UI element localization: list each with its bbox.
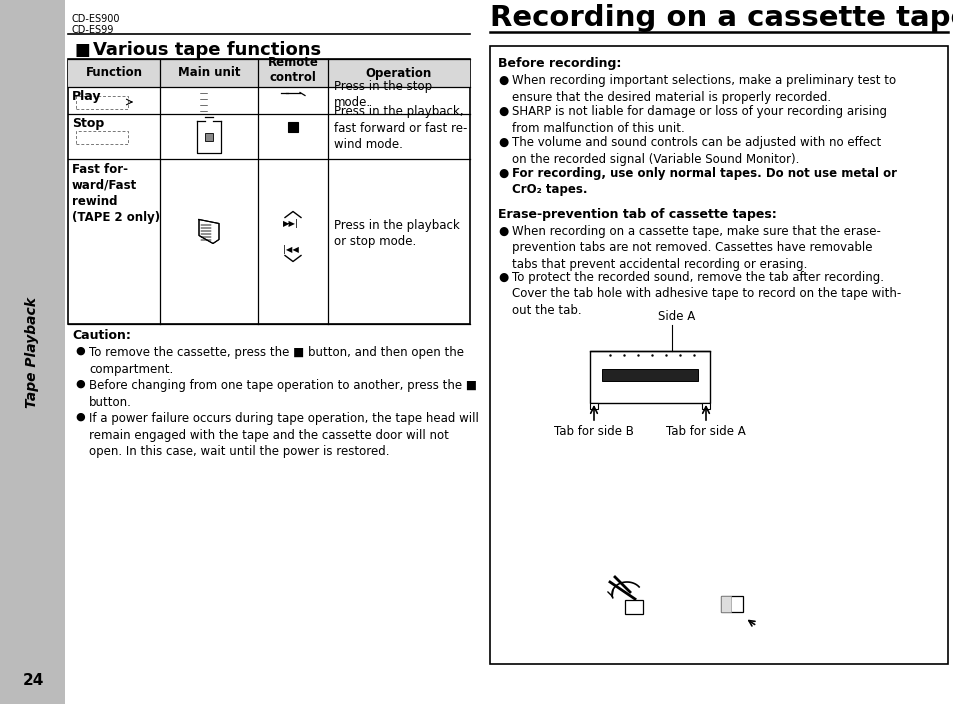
Bar (76, 130, 128, 144)
Text: ▶▶|: ▶▶| (283, 219, 298, 228)
Bar (68, 59, 470, 87)
FancyArrow shape (678, 593, 709, 611)
Polygon shape (278, 89, 286, 96)
Text: Play: Play (71, 90, 101, 103)
Text: Caution:: Caution: (71, 329, 131, 342)
Ellipse shape (615, 367, 624, 377)
Bar (0, 0, 65, 704)
Bar (720, 596, 742, 612)
Text: Press in the stop
mode.: Press in the stop mode. (334, 80, 432, 109)
Text: Erase-prevention tab of cassette tapes:: Erase-prevention tab of cassette tapes: (497, 208, 776, 221)
Ellipse shape (675, 367, 684, 377)
Text: When recording on a cassette tape, make sure that the erase-
prevention tabs are: When recording on a cassette tape, make … (512, 225, 880, 271)
Text: Function: Function (86, 66, 142, 80)
Text: CD-ES99: CD-ES99 (71, 25, 114, 35)
Text: Before changing from one tape operation to another, press the ■
button.: Before changing from one tape operation … (89, 379, 477, 408)
Bar (288, 122, 297, 132)
Text: 24: 24 (22, 673, 44, 688)
Ellipse shape (278, 262, 307, 275)
Text: ●: ● (497, 271, 508, 284)
Text: Side A: Side A (658, 310, 695, 323)
Text: Press in the playback
or stop mode.: Press in the playback or stop mode. (334, 219, 459, 249)
Text: Tab for side B: Tab for side B (554, 425, 634, 438)
Text: Tab for side A: Tab for side A (665, 425, 745, 438)
Bar (68, 59, 470, 324)
Text: When recording important selections, make a preliminary test to
ensure that the : When recording important selections, mak… (512, 74, 895, 103)
Bar (720, 596, 730, 612)
Text: Recording on a cassette tape: Recording on a cassette tape (490, 4, 953, 32)
Text: Stop: Stop (71, 117, 104, 130)
Bar (589, 351, 709, 403)
Bar (589, 403, 598, 409)
Text: ●: ● (497, 225, 508, 238)
Text: Various tape functions: Various tape functions (92, 41, 321, 59)
Bar (624, 600, 642, 614)
Bar (205, 132, 213, 141)
Text: Operation: Operation (366, 66, 432, 80)
Bar (490, 46, 947, 664)
Text: If a power failure occurs during tape operation, the tape head will
remain engag: If a power failure occurs during tape op… (89, 412, 478, 458)
Text: |◀◀: |◀◀ (283, 245, 298, 254)
Text: ●: ● (75, 379, 85, 389)
Text: SHARP is not liable for damage or loss of your recording arising
from malfunctio: SHARP is not liable for damage or loss o… (512, 105, 886, 134)
Text: The volume and sound controls can be adjusted with no effect
on the recorded sig: The volume and sound controls can be adj… (512, 136, 881, 165)
Text: CD-ES900: CD-ES900 (71, 14, 120, 24)
Text: Remote
control: Remote control (267, 56, 318, 84)
Text: ■: ■ (75, 41, 91, 59)
Ellipse shape (605, 360, 634, 384)
Text: Fast for-
ward/Fast
rewind
(TAPE 2 only): Fast for- ward/Fast rewind (TAPE 2 only) (71, 163, 160, 224)
Text: ●: ● (497, 74, 508, 87)
Ellipse shape (278, 99, 307, 113)
Polygon shape (204, 94, 215, 108)
Bar (76, 96, 128, 108)
Text: For recording, use only normal tapes. Do not use metal or
CrO₂ tapes.: For recording, use only normal tapes. Do… (512, 167, 896, 196)
Text: ●: ● (75, 412, 85, 422)
Text: ●: ● (497, 136, 508, 149)
Text: Tape Playback: Tape Playback (25, 296, 39, 408)
Bar (601, 369, 698, 381)
Text: Before recording:: Before recording: (497, 57, 620, 70)
Text: ●: ● (497, 167, 508, 180)
Ellipse shape (278, 137, 307, 151)
Ellipse shape (278, 228, 307, 241)
Text: ●: ● (497, 105, 508, 118)
Text: Press in the playback,
fast forward or fast re-
wind mode.: Press in the playback, fast forward or f… (334, 106, 467, 151)
Bar (701, 403, 709, 409)
Text: Main unit: Main unit (177, 66, 240, 80)
Text: To remove the cassette, press the ■ button, and then open the
compartment.: To remove the cassette, press the ■ butt… (89, 346, 463, 375)
Ellipse shape (665, 360, 693, 384)
Text: ●: ● (75, 346, 85, 356)
Text: To protect the recorded sound, remove the tab after recording.
Cover the tab hol: To protect the recorded sound, remove th… (512, 271, 901, 317)
